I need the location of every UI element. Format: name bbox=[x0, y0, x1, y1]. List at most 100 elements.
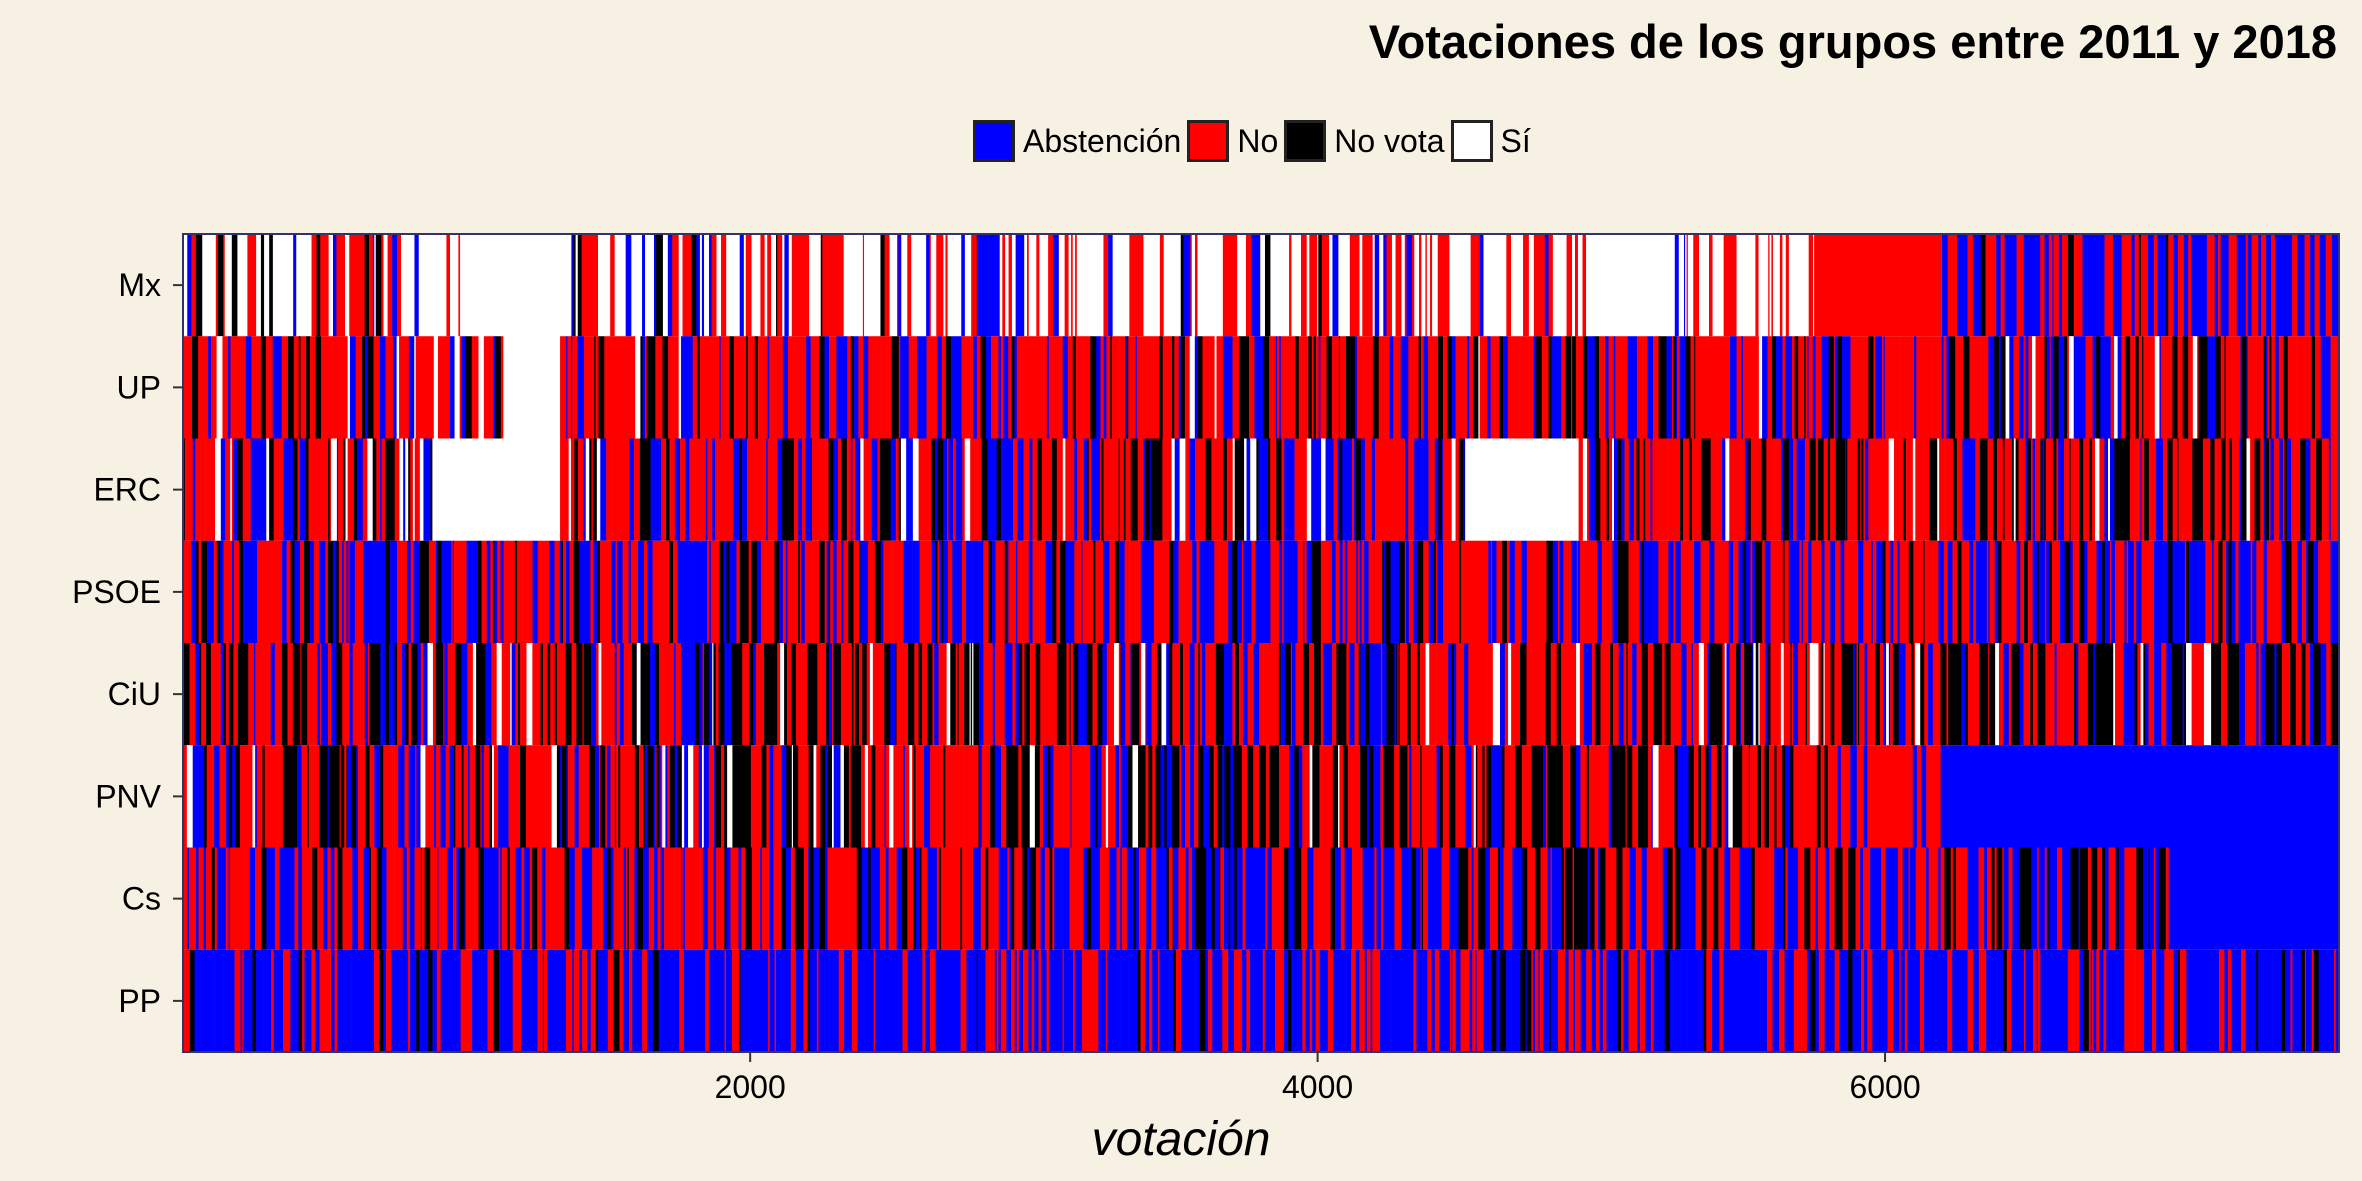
vote-cell-erc-4-122 bbox=[1997, 438, 2004, 541]
vote-cell-erc-4-34 bbox=[1695, 438, 1702, 541]
vote-cell-psoe-0-586 bbox=[2210, 540, 2213, 643]
vote-cell-erc-0-9 bbox=[215, 438, 222, 541]
vote-cell-ciu-0-146 bbox=[696, 643, 700, 746]
vote-cell-ciu-0-615 bbox=[2317, 643, 2321, 746]
vote-cell-mx-9-7 bbox=[1964, 234, 1968, 337]
vote-cell-up-2-399 bbox=[1949, 336, 1956, 439]
vote-cell-erc-2-14 bbox=[612, 438, 619, 541]
vote-cell-erc-2-208 bbox=[1352, 438, 1355, 541]
legend-swatch-no bbox=[1187, 120, 1230, 162]
vote-cell-cs-0-334 bbox=[1385, 847, 1387, 950]
vote-cell-pp-0-603 bbox=[2240, 949, 2246, 1052]
vote-cell-psoe-0-135 bbox=[673, 540, 678, 643]
vote-cell-pnv-0-349 bbox=[1388, 745, 1393, 848]
legend-entry-no-vota: No vota bbox=[1284, 120, 1445, 162]
vote-cell-up-2-366 bbox=[1834, 336, 1839, 439]
vote-cell-psoe-0-589 bbox=[2214, 540, 2219, 643]
vote-cell-cs-0-0 bbox=[183, 847, 188, 950]
vote-cell-ciu-0-164 bbox=[755, 643, 758, 746]
vote-cell-up-2-244 bbox=[1431, 336, 1434, 439]
vote-cell-pp-0-43 bbox=[331, 949, 335, 1052]
vote-cell-up-2-313 bbox=[1666, 336, 1673, 439]
vote-cell-mx-3-100 bbox=[920, 234, 927, 337]
vote-cell-psoe-0-490 bbox=[1882, 540, 1886, 643]
vote-cell-cs-0-368 bbox=[1500, 847, 1504, 950]
vote-cell-up-2-31 bbox=[651, 336, 656, 439]
vote-cell-erc-1 bbox=[432, 438, 561, 541]
vote-cell-cs-0-280 bbox=[1188, 847, 1193, 950]
vote-cell-cs-0-128 bbox=[654, 847, 658, 950]
vote-cell-mx-3-48 bbox=[735, 234, 739, 337]
y-tick-label-cs: Cs bbox=[122, 881, 161, 917]
vote-cell-cs-0-330 bbox=[1374, 847, 1377, 950]
vote-cell-cs-0-504 bbox=[1991, 847, 1995, 950]
vote-cell-up-2-318 bbox=[1679, 336, 1687, 439]
vote-cell-ciu-0-586 bbox=[2206, 643, 2212, 746]
vote-cell-psoe-0-116 bbox=[597, 540, 601, 643]
vote-cell-pp-0-526 bbox=[1990, 949, 1997, 1052]
vote-cell-up-0-72 bbox=[444, 336, 451, 439]
vote-cell-pp-0-252 bbox=[1047, 949, 1050, 1052]
vote-cell-psoe-0-508 bbox=[1952, 540, 1958, 643]
vote-cell-ciu-0-302 bbox=[1228, 643, 1233, 746]
vote-cell-pp-0-93 bbox=[511, 949, 514, 1052]
vote-cell-mx-5-104 bbox=[1386, 234, 1393, 337]
vote-cell-psoe-0-283 bbox=[1154, 540, 1156, 643]
vote-cell-cs-0-500 bbox=[1973, 847, 1979, 950]
vote-cell-cs-0-197 bbox=[888, 847, 895, 950]
vote-cell-erc-2-120 bbox=[1023, 438, 1030, 541]
vote-cell-up-2-387 bbox=[1912, 336, 1915, 439]
vote-cell-ciu-0-591 bbox=[2227, 643, 2230, 746]
vote-cell-cs-0-336 bbox=[1392, 847, 1395, 950]
vote-cell-psoe-0-406 bbox=[1581, 540, 1587, 643]
vote-cell-ciu-0-333 bbox=[1346, 643, 1350, 746]
vote-cell-pnv-0-366 bbox=[1431, 745, 1436, 848]
vote-cell-up-2-423 bbox=[2031, 336, 2036, 439]
vote-cell-cs-0-17 bbox=[234, 847, 238, 950]
vote-cell-psoe-0-362 bbox=[1433, 540, 1437, 643]
vote-cell-mx-5-122 bbox=[1454, 234, 1458, 337]
vote-cell-psoe-0-462 bbox=[1799, 540, 1803, 643]
vote-cell-mx-5-18 bbox=[1068, 234, 1072, 337]
vote-cell-cs-0-553 bbox=[2143, 847, 2149, 950]
vote-cell-up-2-85 bbox=[863, 336, 869, 439]
vote-cell-pp-0-501 bbox=[1904, 949, 1908, 1052]
vote-cell-pp-0-510 bbox=[1933, 949, 1939, 1052]
vote-cell-ciu-0-318 bbox=[1290, 643, 1293, 746]
vote-cell-ciu-0-524 bbox=[1991, 643, 1996, 746]
vote-cell-up-2-216 bbox=[1326, 336, 1333, 439]
vote-cell-psoe-0-408 bbox=[1592, 540, 1598, 643]
vote-cell-cs-0-139 bbox=[684, 847, 692, 950]
vote-cell-ciu-0-230 bbox=[985, 643, 992, 746]
vote-cell-pp-0-279 bbox=[1126, 949, 1129, 1052]
vote-cell-mx-3-86 bbox=[874, 234, 881, 337]
vote-cell-up-2-298 bbox=[1613, 336, 1616, 439]
vote-cell-mx-9-27 bbox=[2032, 234, 2036, 337]
vote-cell-ciu-0-40 bbox=[336, 643, 342, 746]
vote-cell-erc-4-219 bbox=[2305, 438, 2311, 541]
vote-cell-pnv-0-321 bbox=[1294, 745, 1300, 848]
vote-cell-psoe-0-121 bbox=[615, 540, 618, 643]
vote-cell-pnv-0-95 bbox=[508, 745, 515, 848]
vote-cell-ciu-0-577 bbox=[2179, 643, 2183, 746]
vote-cell-cs-0-56 bbox=[394, 847, 397, 950]
vote-cell-pp-0-478 bbox=[1824, 949, 1830, 1052]
vote-cell-pnv-0-462 bbox=[1760, 745, 1764, 848]
vote-cell-cs-0-101 bbox=[550, 847, 557, 950]
vote-cell-mx-0-35 bbox=[316, 234, 321, 337]
vote-cell-up-2-305 bbox=[1636, 336, 1643, 439]
vote-cell-mx-0-38 bbox=[325, 234, 329, 337]
vote-cell-ciu-0-289 bbox=[1184, 643, 1191, 746]
vote-cell-ciu-0-620 bbox=[2335, 643, 2340, 746]
vote-cell-psoe-0-615 bbox=[2313, 540, 2318, 643]
vote-cell-ciu-0-29 bbox=[295, 643, 301, 746]
vote-cell-ciu-0-117 bbox=[583, 643, 589, 746]
vote-cell-pp-0-326 bbox=[1297, 949, 1300, 1052]
vote-cell-up-2-408 bbox=[1983, 336, 1989, 439]
vote-cell-mx-5-11 bbox=[1036, 234, 1040, 337]
vote-cell-psoe-0-298 bbox=[1214, 540, 1220, 643]
vote-cell-pp-0-480 bbox=[1830, 949, 1835, 1052]
vote-cell-up-2-202 bbox=[1279, 336, 1282, 439]
vote-cell-pnv-0-135 bbox=[653, 745, 656, 848]
vote-cell-ciu-0-515 bbox=[1961, 643, 1966, 746]
